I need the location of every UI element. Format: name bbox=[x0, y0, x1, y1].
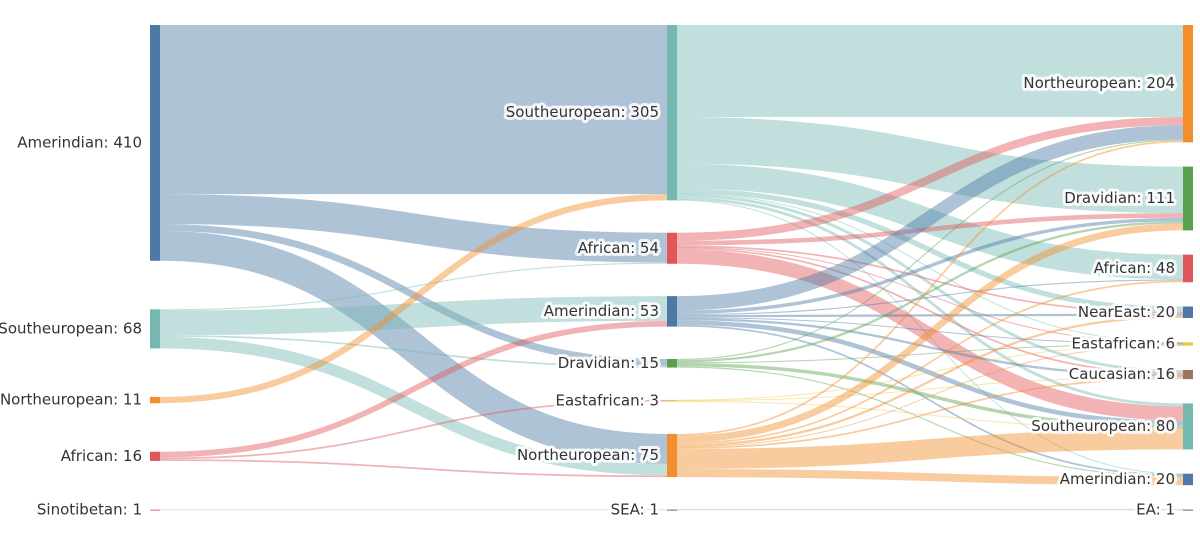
link bbox=[676, 188, 1184, 312]
node bbox=[150, 25, 160, 261]
node bbox=[667, 358, 677, 368]
node-label: EA: 1 bbox=[1136, 501, 1175, 519]
node bbox=[667, 25, 677, 201]
node-label: Southeuropean: 68 bbox=[0, 319, 142, 337]
node bbox=[667, 399, 677, 402]
node bbox=[1183, 369, 1193, 380]
link bbox=[676, 245, 1184, 314]
link bbox=[676, 366, 1184, 478]
link bbox=[159, 459, 668, 478]
link bbox=[676, 320, 1184, 426]
node-label: African: 48 bbox=[1094, 259, 1175, 277]
link bbox=[159, 223, 668, 366]
link bbox=[159, 399, 668, 460]
link bbox=[676, 196, 1184, 407]
link bbox=[159, 320, 668, 458]
link bbox=[676, 317, 1184, 345]
layer bbox=[159, 24, 1184, 511]
node bbox=[150, 396, 160, 404]
link bbox=[676, 217, 1184, 314]
link bbox=[676, 194, 1184, 373]
link bbox=[676, 249, 1184, 421]
node bbox=[1183, 166, 1193, 231]
node-label: NearEast: 20 bbox=[1078, 303, 1175, 321]
link bbox=[676, 344, 1184, 401]
node-label: African: 54 bbox=[578, 239, 659, 257]
node-label: Caucasian: 16 bbox=[1069, 365, 1175, 383]
node bbox=[150, 451, 160, 461]
link bbox=[676, 280, 1184, 445]
link bbox=[676, 377, 1184, 449]
node-label: Northeuropean: 75 bbox=[517, 446, 659, 464]
link bbox=[676, 313, 1184, 318]
node bbox=[1183, 473, 1193, 486]
link bbox=[159, 336, 668, 476]
link bbox=[676, 125, 1184, 311]
link bbox=[159, 194, 668, 404]
link bbox=[676, 193, 1184, 344]
link bbox=[676, 221, 1184, 363]
link bbox=[676, 469, 1184, 486]
link bbox=[676, 246, 1184, 344]
link bbox=[676, 279, 1184, 316]
link bbox=[676, 223, 1184, 443]
node bbox=[150, 509, 160, 511]
node-label: Dravidian: 15 bbox=[558, 354, 659, 372]
link bbox=[159, 194, 668, 263]
node bbox=[667, 296, 677, 327]
node-label: Southeuropean: 305 bbox=[506, 103, 659, 121]
node-label: Dravidian: 111 bbox=[1064, 189, 1175, 207]
node-label: Eastafrican: 3 bbox=[556, 391, 659, 409]
link bbox=[676, 199, 1184, 475]
link bbox=[676, 140, 1184, 436]
link bbox=[159, 230, 668, 464]
node-label: Sinotibetan: 1 bbox=[37, 501, 142, 519]
link bbox=[159, 335, 668, 368]
node-label: Northeuropean: 11 bbox=[0, 391, 142, 409]
link bbox=[676, 344, 1184, 448]
node bbox=[1183, 509, 1193, 511]
link bbox=[676, 343, 1184, 364]
node-label: African: 16 bbox=[61, 447, 142, 465]
link bbox=[676, 324, 1184, 476]
node bbox=[667, 232, 677, 264]
node-label: Amerindian: 53 bbox=[544, 302, 659, 320]
node bbox=[1183, 403, 1193, 450]
link bbox=[676, 376, 1184, 402]
node bbox=[667, 509, 677, 511]
node-label: SEA: 1 bbox=[611, 501, 659, 519]
node-label: Amerindian: 410 bbox=[17, 133, 142, 151]
link bbox=[159, 296, 668, 336]
node-label: Southeuropean: 80 bbox=[1031, 417, 1175, 435]
layer: Amerindian: 410 Southeuropean: 68 Northeur… bbox=[0, 71, 1178, 522]
link bbox=[676, 362, 1184, 429]
link bbox=[676, 163, 1184, 280]
node-label: Northeuropean: 204 bbox=[1023, 74, 1175, 92]
node bbox=[1183, 254, 1193, 283]
link bbox=[159, 262, 668, 311]
node-label: Amerindian: 20 bbox=[1060, 470, 1175, 488]
link bbox=[676, 117, 1184, 241]
link bbox=[676, 429, 1184, 470]
link bbox=[676, 139, 1184, 361]
link bbox=[676, 247, 1184, 375]
node-label: Eastafrican: 6 bbox=[1072, 334, 1175, 352]
layer bbox=[150, 25, 1193, 511]
node bbox=[150, 309, 160, 349]
node bbox=[667, 433, 677, 478]
link bbox=[676, 400, 1184, 430]
node bbox=[1183, 342, 1193, 346]
link bbox=[676, 317, 1184, 377]
link bbox=[676, 315, 1184, 447]
link bbox=[676, 213, 1184, 246]
node bbox=[1183, 306, 1193, 319]
link bbox=[676, 117, 1184, 214]
node bbox=[1183, 25, 1193, 143]
